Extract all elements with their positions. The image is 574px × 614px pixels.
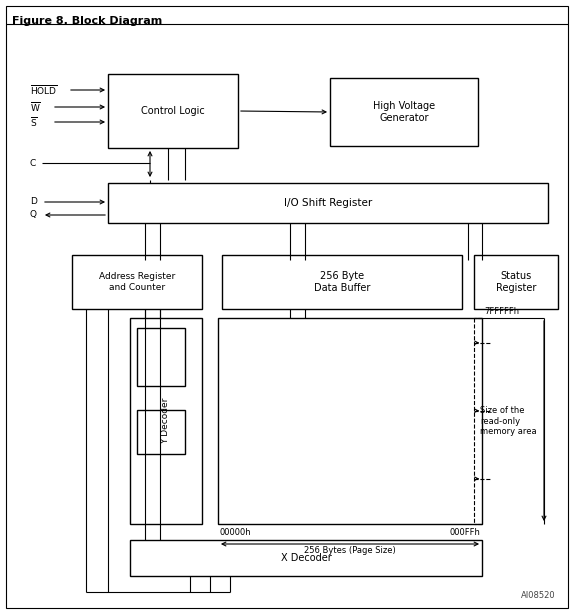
Bar	[330, 78, 478, 146]
Bar	[222, 255, 462, 309]
Text: X Decoder: X Decoder	[281, 553, 331, 563]
Bar	[72, 255, 202, 309]
Text: High Voltage
Generator: High Voltage Generator	[373, 101, 435, 123]
Text: C: C	[30, 158, 36, 168]
Bar	[108, 74, 238, 148]
Bar	[474, 255, 558, 309]
Text: Y Decoder: Y Decoder	[161, 398, 170, 444]
Text: Size of the
read-only
memory area: Size of the read-only memory area	[480, 406, 537, 436]
Text: AI08520: AI08520	[521, 591, 556, 600]
Text: $\overline{\mathrm{HOLD}}$: $\overline{\mathrm{HOLD}}$	[30, 83, 58, 97]
Bar	[108, 183, 548, 223]
Bar	[137, 328, 185, 386]
Text: Address Register
and Counter: Address Register and Counter	[99, 272, 175, 292]
Text: 256 Byte
Data Buffer: 256 Byte Data Buffer	[314, 271, 370, 293]
Text: 000FFh: 000FFh	[449, 528, 480, 537]
Bar	[218, 318, 482, 524]
Text: I/O Shift Register: I/O Shift Register	[284, 198, 372, 208]
Bar	[130, 318, 202, 524]
Text: 256 Bytes (Page Size): 256 Bytes (Page Size)	[304, 546, 396, 555]
Bar	[137, 410, 185, 454]
Text: Control Logic: Control Logic	[141, 106, 205, 116]
Text: Status
Register: Status Register	[496, 271, 536, 293]
Text: 7FFFFFh: 7FFFFFh	[484, 307, 519, 316]
Text: Figure 8. Block Diagram: Figure 8. Block Diagram	[12, 16, 162, 26]
Text: $\overline{\mathrm{W}}$: $\overline{\mathrm{W}}$	[30, 100, 41, 114]
Text: D: D	[30, 198, 37, 206]
Bar	[130, 540, 482, 576]
Text: $\overline{\mathrm{S}}$: $\overline{\mathrm{S}}$	[30, 115, 38, 129]
Text: 00000h: 00000h	[220, 528, 251, 537]
Text: Q: Q	[30, 211, 37, 219]
